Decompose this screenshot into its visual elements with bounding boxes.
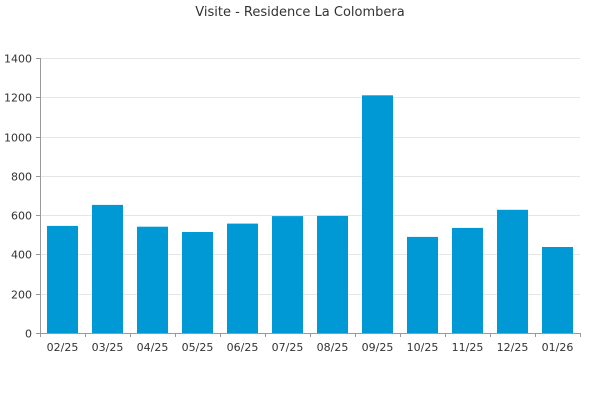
y-tick-label: 1400 xyxy=(4,53,32,66)
bar xyxy=(272,216,303,333)
x-tick-label: 02/25 xyxy=(47,341,79,354)
y-tick-label: 200 xyxy=(11,289,32,302)
bars xyxy=(47,95,573,333)
bar xyxy=(227,223,258,333)
bar xyxy=(92,204,123,333)
y-tick-label: 800 xyxy=(11,171,32,184)
y-tick-label: 600 xyxy=(11,210,32,223)
x-tick-label: 11/25 xyxy=(452,341,484,354)
x-tick-label: 09/25 xyxy=(362,341,394,354)
grid xyxy=(40,58,580,295)
x-tick-label: 04/25 xyxy=(137,341,169,354)
bar xyxy=(182,232,213,333)
bar xyxy=(47,225,78,333)
x-tick-label: 08/25 xyxy=(317,341,349,354)
chart-title: Visite - Residence La Colombera xyxy=(195,5,404,20)
x-tick-label: 12/25 xyxy=(497,341,529,354)
y-tick-label: 1000 xyxy=(4,132,32,145)
y-tick-label: 400 xyxy=(11,249,32,262)
bar xyxy=(497,209,528,333)
y-tick-label: 0 xyxy=(25,328,32,341)
bar xyxy=(542,247,573,333)
x-tick-label: 05/25 xyxy=(182,341,214,354)
y-tick-label: 1200 xyxy=(4,92,32,105)
axes: 0 200 400 600 800 1000 1200 1400 02/25 03/25 04/25… xyxy=(4,53,581,354)
bar xyxy=(362,95,393,333)
bar xyxy=(452,227,483,333)
bar xyxy=(407,236,438,333)
x-tick-label: 07/25 xyxy=(272,341,304,354)
x-tick-label: 01/26 xyxy=(542,341,574,354)
bar xyxy=(317,215,348,333)
x-tick-label: 06/25 xyxy=(227,341,259,354)
x-tick-label: 10/25 xyxy=(407,341,439,354)
bar xyxy=(137,226,168,333)
x-tick-label: 03/25 xyxy=(92,341,124,354)
